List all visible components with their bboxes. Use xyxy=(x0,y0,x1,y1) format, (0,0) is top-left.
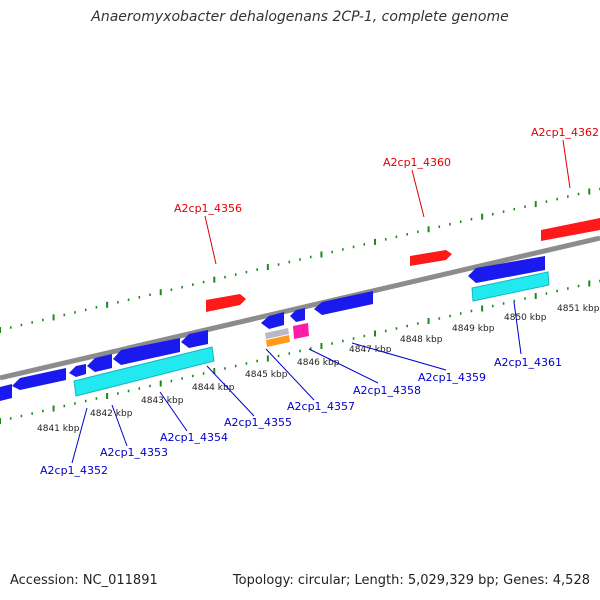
gene-a2cp1-4352[interactable] xyxy=(12,368,66,390)
gene-label-top[interactable]: A2cp1_4360 xyxy=(383,156,451,169)
genome-backbone xyxy=(0,235,600,381)
gene-label-bottom[interactable]: A2cp1_4361 xyxy=(494,356,562,369)
gene-label-bottom[interactable]: A2cp1_4358 xyxy=(353,384,421,397)
scale-label: 4851 kbp xyxy=(557,304,600,314)
scale-label: 4844 kbp xyxy=(192,383,235,393)
gene-a2cp1-4361[interactable] xyxy=(468,256,545,283)
leader-line xyxy=(351,342,447,371)
scale-label: 4842 kbp xyxy=(90,409,133,419)
gene-cyan-1[interactable] xyxy=(73,346,215,397)
gene-a2cp1-4354[interactable] xyxy=(87,354,112,372)
leader-line xyxy=(204,215,217,265)
gene-label-bottom[interactable]: A2cp1_4353 xyxy=(100,446,168,459)
gene-a2cp1-4362[interactable] xyxy=(541,218,600,241)
gene-label-bottom[interactable]: A2cp1_4355 xyxy=(224,416,292,429)
scale-label: 4841 kbp xyxy=(37,424,80,434)
gene-a2cp1-4356[interactable] xyxy=(206,294,246,312)
map-title: Anaeromyxobacter dehalogenans 2CP-1, com… xyxy=(91,9,509,25)
leader-line xyxy=(411,169,425,218)
gene-label-top[interactable]: A2cp1_4356 xyxy=(174,202,242,215)
gene-label-bottom[interactable]: A2cp1_4352 xyxy=(40,464,108,477)
leader-line xyxy=(308,348,379,384)
gene-label-top[interactable]: A2cp1_4362 xyxy=(531,126,599,139)
feature-orange[interactable] xyxy=(266,335,290,347)
scale-label: 4848 kbp xyxy=(400,335,443,345)
scale-label: 4847 kbp xyxy=(349,345,392,355)
leader-line xyxy=(159,391,188,432)
leader-line xyxy=(71,407,88,464)
leader-line xyxy=(562,139,571,189)
gene-label-bottom[interactable]: A2cp1_4354 xyxy=(160,431,228,444)
feature-pink[interactable] xyxy=(293,323,309,339)
leader-line xyxy=(513,301,522,355)
gene-a2cp1-4357b[interactable] xyxy=(290,308,305,322)
topology-text: Topology: circular; Length: 5,029,329 bp… xyxy=(232,573,590,588)
gene-a2cp1-4355b[interactable] xyxy=(181,330,208,348)
gene-label-bottom[interactable]: A2cp1_4359 xyxy=(418,371,486,384)
gene-cyan-2[interactable] xyxy=(471,271,550,302)
gene-a2cp1-4353[interactable] xyxy=(69,364,86,377)
gene-a2cp1-4355[interactable] xyxy=(113,338,180,365)
scale-label: 4850 kbp xyxy=(504,313,547,323)
leader-line xyxy=(206,365,255,417)
scale-label: 4843 kbp xyxy=(141,396,184,406)
scale-label: 4846 kbp xyxy=(297,358,340,368)
feature-gray[interactable] xyxy=(265,328,289,339)
accession-text: Accession: NC_011891 xyxy=(10,573,158,588)
scale-label: 4849 kbp xyxy=(452,324,495,334)
gene-a2cp1-4352-left[interactable] xyxy=(0,384,12,401)
gene-a2cp1-4360[interactable] xyxy=(410,250,452,266)
upper-tick-track xyxy=(0,187,600,333)
gene-label-bottom[interactable]: A2cp1_4357 xyxy=(287,400,355,413)
gene-a2cp1-4357[interactable] xyxy=(261,312,284,329)
gene-a2cp1-4358[interactable] xyxy=(314,291,373,315)
scale-label: 4845 kbp xyxy=(245,370,288,380)
lower-tick-track xyxy=(0,279,600,424)
leader-line xyxy=(265,348,315,401)
leader-line xyxy=(111,404,128,447)
